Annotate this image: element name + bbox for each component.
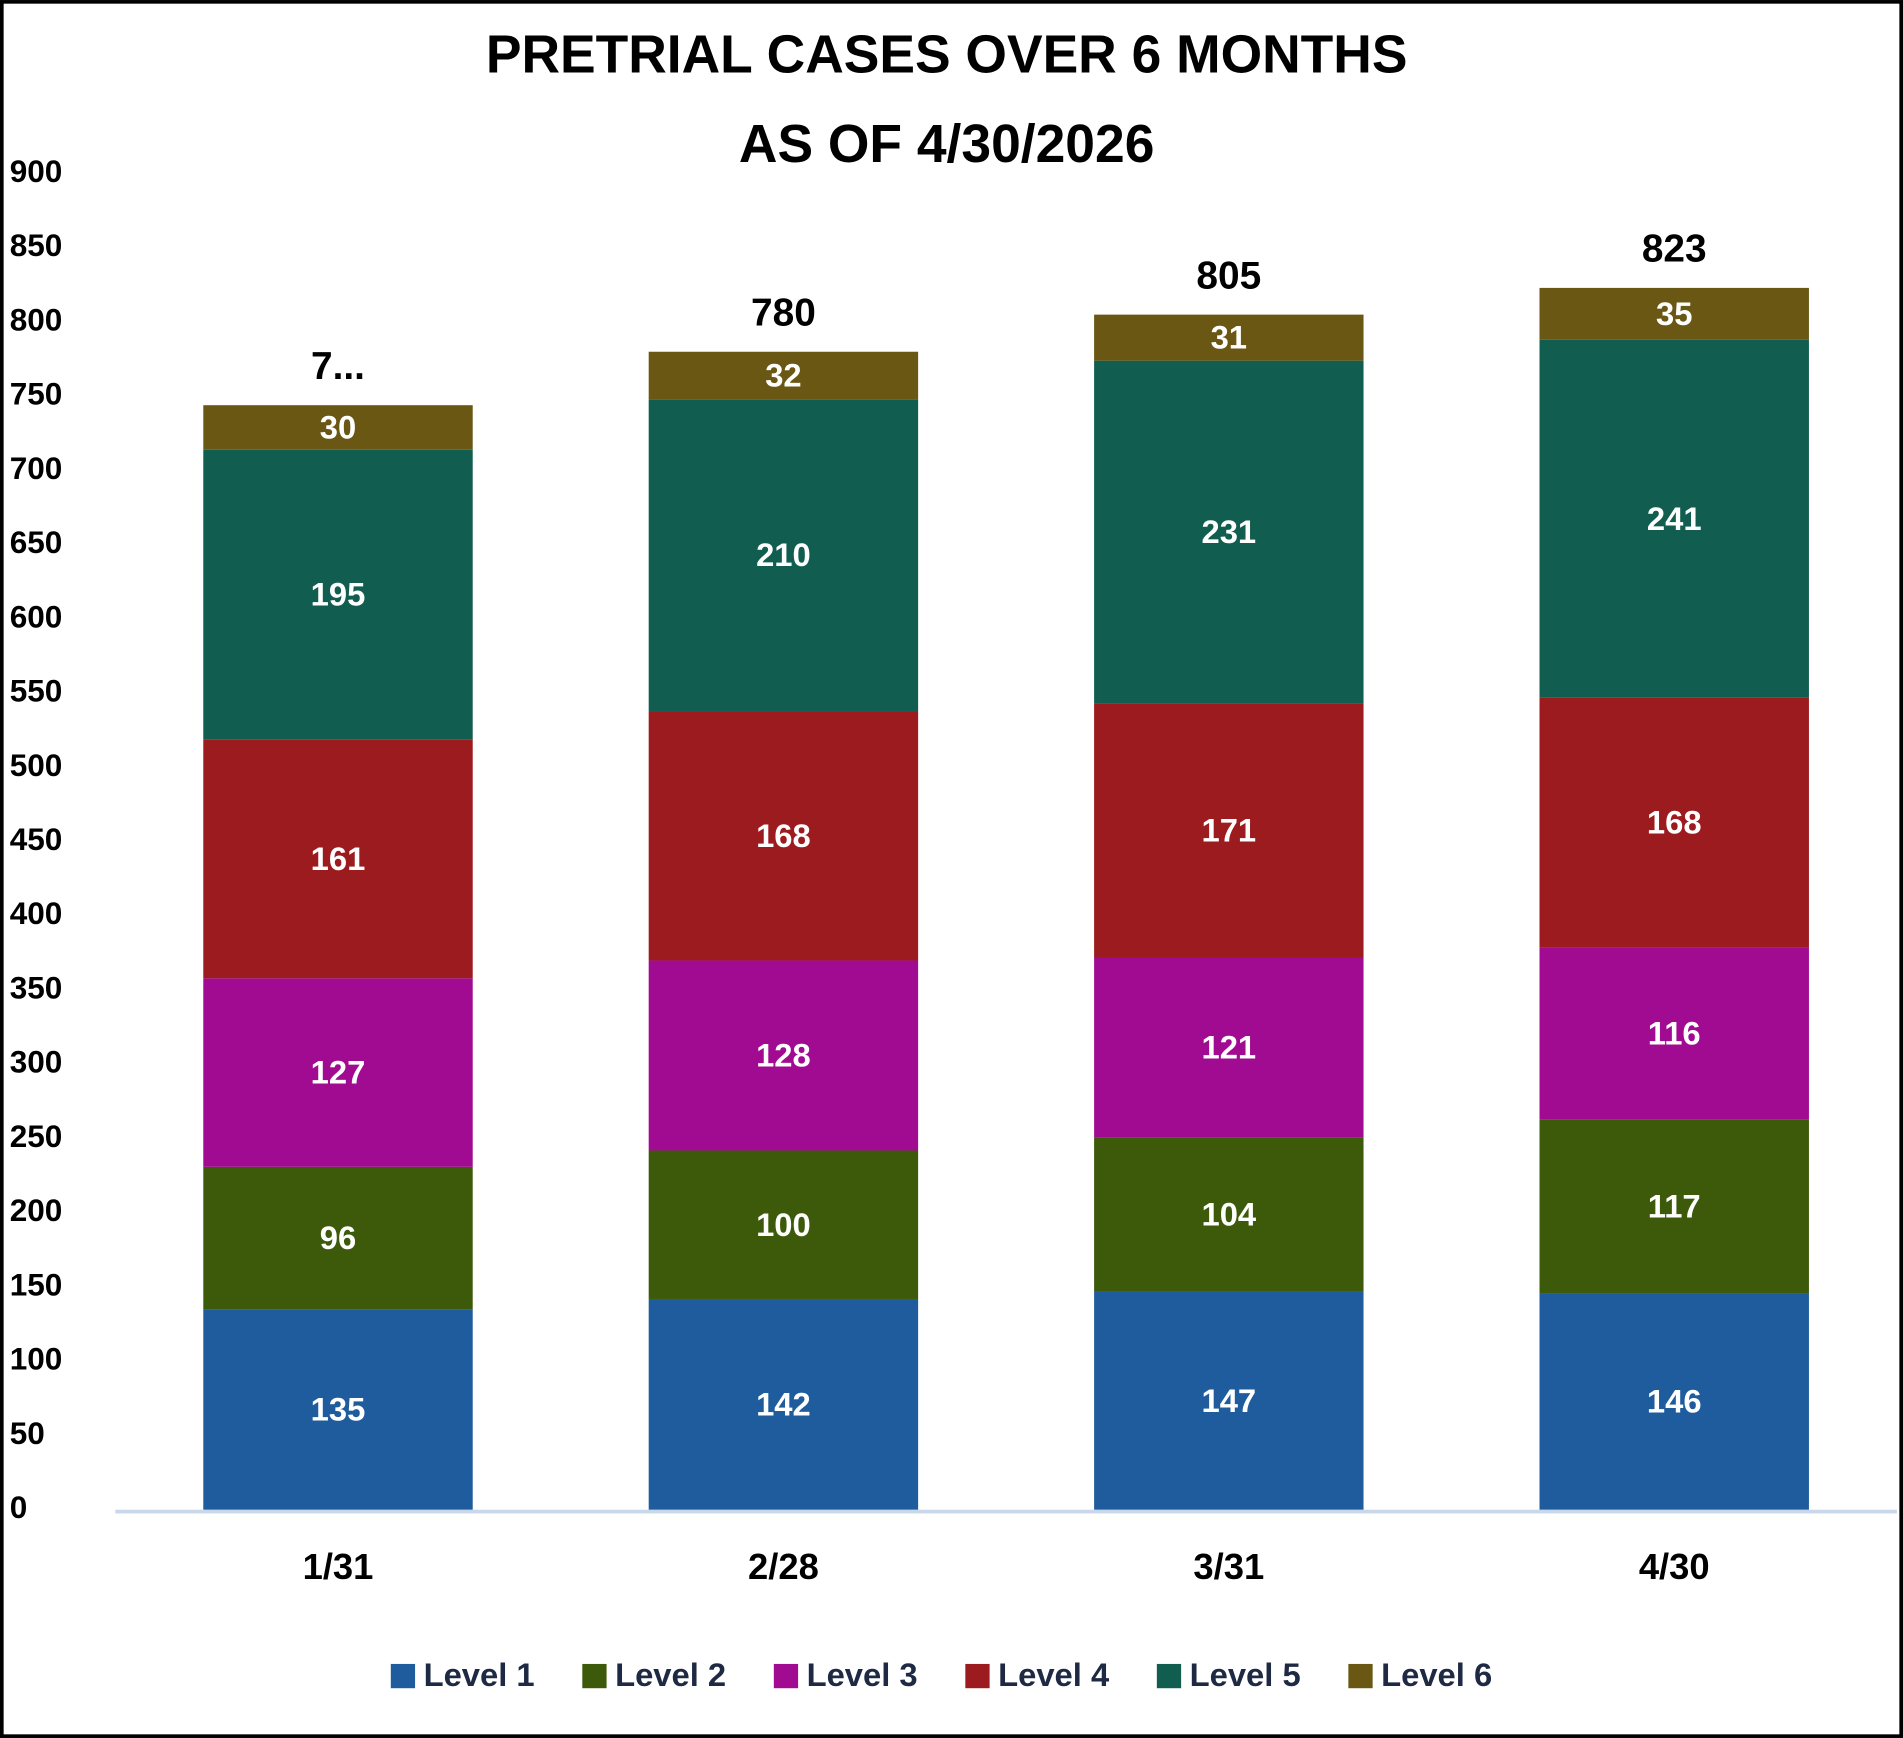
data-label: 117 [1648, 1187, 1701, 1224]
y-tick-label: 100 [10, 1341, 63, 1377]
total-label: 823 [1642, 228, 1707, 271]
data-label: 168 [756, 817, 811, 854]
chart-title: AS OF 4/30/2026 [739, 115, 1155, 174]
bar-segment [203, 1166, 473, 1310]
data-label: 128 [756, 1037, 811, 1074]
bar-segment [648, 351, 919, 400]
x-tick-label: 1/31 [303, 1546, 374, 1587]
x-tick-label: 2/28 [748, 1546, 819, 1587]
bar-segment [1094, 314, 1364, 361]
data-label: 241 [1647, 500, 1702, 537]
y-tick-label: 350 [10, 969, 63, 1005]
y-tick-label: 0 [10, 1489, 28, 1525]
bar-segment [1539, 697, 1809, 948]
y-tick-label: 750 [10, 376, 63, 412]
legend-label: Level 1 [424, 1656, 535, 1693]
bar-segment [1539, 1293, 1809, 1510]
legend-label: Level 6 [1381, 1656, 1492, 1693]
chart-title: PRETRIAL CASES OVER 6 MONTHS [486, 25, 1408, 84]
y-tick-label: 50 [10, 1415, 45, 1451]
data-label: 142 [756, 1385, 811, 1422]
data-label: 231 [1201, 513, 1256, 550]
legend-swatch [1348, 1663, 1373, 1689]
legend-label: Level 2 [615, 1656, 726, 1693]
data-label: 100 [756, 1206, 811, 1243]
legend-swatch [965, 1663, 990, 1689]
data-label: 147 [1201, 1382, 1256, 1419]
legend-swatch [773, 1663, 799, 1689]
y-tick-label: 700 [10, 450, 63, 486]
bar-segment [1539, 287, 1809, 340]
y-tick-label: 200 [10, 1192, 63, 1228]
bar-segment [648, 960, 919, 1151]
bar-segment [1094, 360, 1364, 704]
legend-swatch [1156, 1663, 1182, 1689]
data-label: 210 [756, 536, 811, 573]
bar-segment [1094, 703, 1364, 958]
data-label: 171 [1201, 812, 1256, 849]
y-tick-label: 400 [10, 895, 63, 931]
total-label: 7... [311, 345, 365, 388]
data-label: 121 [1201, 1028, 1256, 1065]
legend-swatch [390, 1663, 416, 1689]
y-tick-label: 150 [10, 1266, 63, 1302]
bar-segment [203, 449, 473, 740]
data-label: 31 [1211, 319, 1247, 356]
data-label: 127 [311, 1054, 366, 1091]
data-label: 195 [311, 576, 366, 613]
bar-segment [203, 739, 473, 979]
x-tick-label: 3/31 [1193, 1546, 1264, 1587]
y-tick-label: 800 [10, 301, 63, 337]
y-tick-label: 550 [10, 673, 63, 709]
bar-segment [203, 978, 473, 1167]
legend-label: Level 4 [998, 1656, 1110, 1693]
legend-label: Level 3 [807, 1656, 918, 1693]
y-tick-label: 600 [10, 598, 63, 634]
data-label: 161 [311, 840, 366, 877]
data-label: 104 [1201, 1195, 1256, 1232]
data-label: 35 [1656, 295, 1692, 332]
bar-segment [648, 1298, 919, 1510]
y-tick-label: 850 [10, 227, 63, 263]
data-label: 116 [1648, 1014, 1701, 1051]
bar-segment [1539, 947, 1809, 1120]
total-label: 805 [1196, 254, 1261, 297]
x-tick-label: 4/30 [1639, 1546, 1710, 1587]
bar-segment [648, 1150, 919, 1299]
data-label: 30 [320, 409, 356, 446]
bar-segment [648, 711, 919, 961]
y-tick-label: 250 [10, 1118, 63, 1154]
y-tick-label: 300 [10, 1044, 63, 1080]
y-tick-label: 450 [10, 821, 63, 857]
y-tick-label: 500 [10, 747, 63, 783]
data-label: 32 [765, 357, 801, 394]
data-label: 135 [311, 1391, 366, 1428]
bar-segment [1539, 1119, 1809, 1294]
y-tick-label: 900 [10, 153, 63, 189]
bar-segment [1094, 1291, 1364, 1510]
bar-segment [1094, 1137, 1364, 1292]
data-label: 146 [1647, 1383, 1702, 1420]
bar-segment [1094, 957, 1364, 1138]
total-label: 780 [751, 292, 816, 335]
bar-segment [1539, 339, 1809, 698]
data-label: 96 [320, 1219, 356, 1256]
bar-segment [648, 399, 919, 712]
data-label: 168 [1647, 803, 1702, 840]
bar-segment [203, 405, 473, 450]
bar-segment [203, 1309, 473, 1510]
legend-label: Level 5 [1190, 1656, 1301, 1693]
y-tick-label: 650 [10, 524, 63, 560]
legend-swatch [582, 1663, 607, 1689]
